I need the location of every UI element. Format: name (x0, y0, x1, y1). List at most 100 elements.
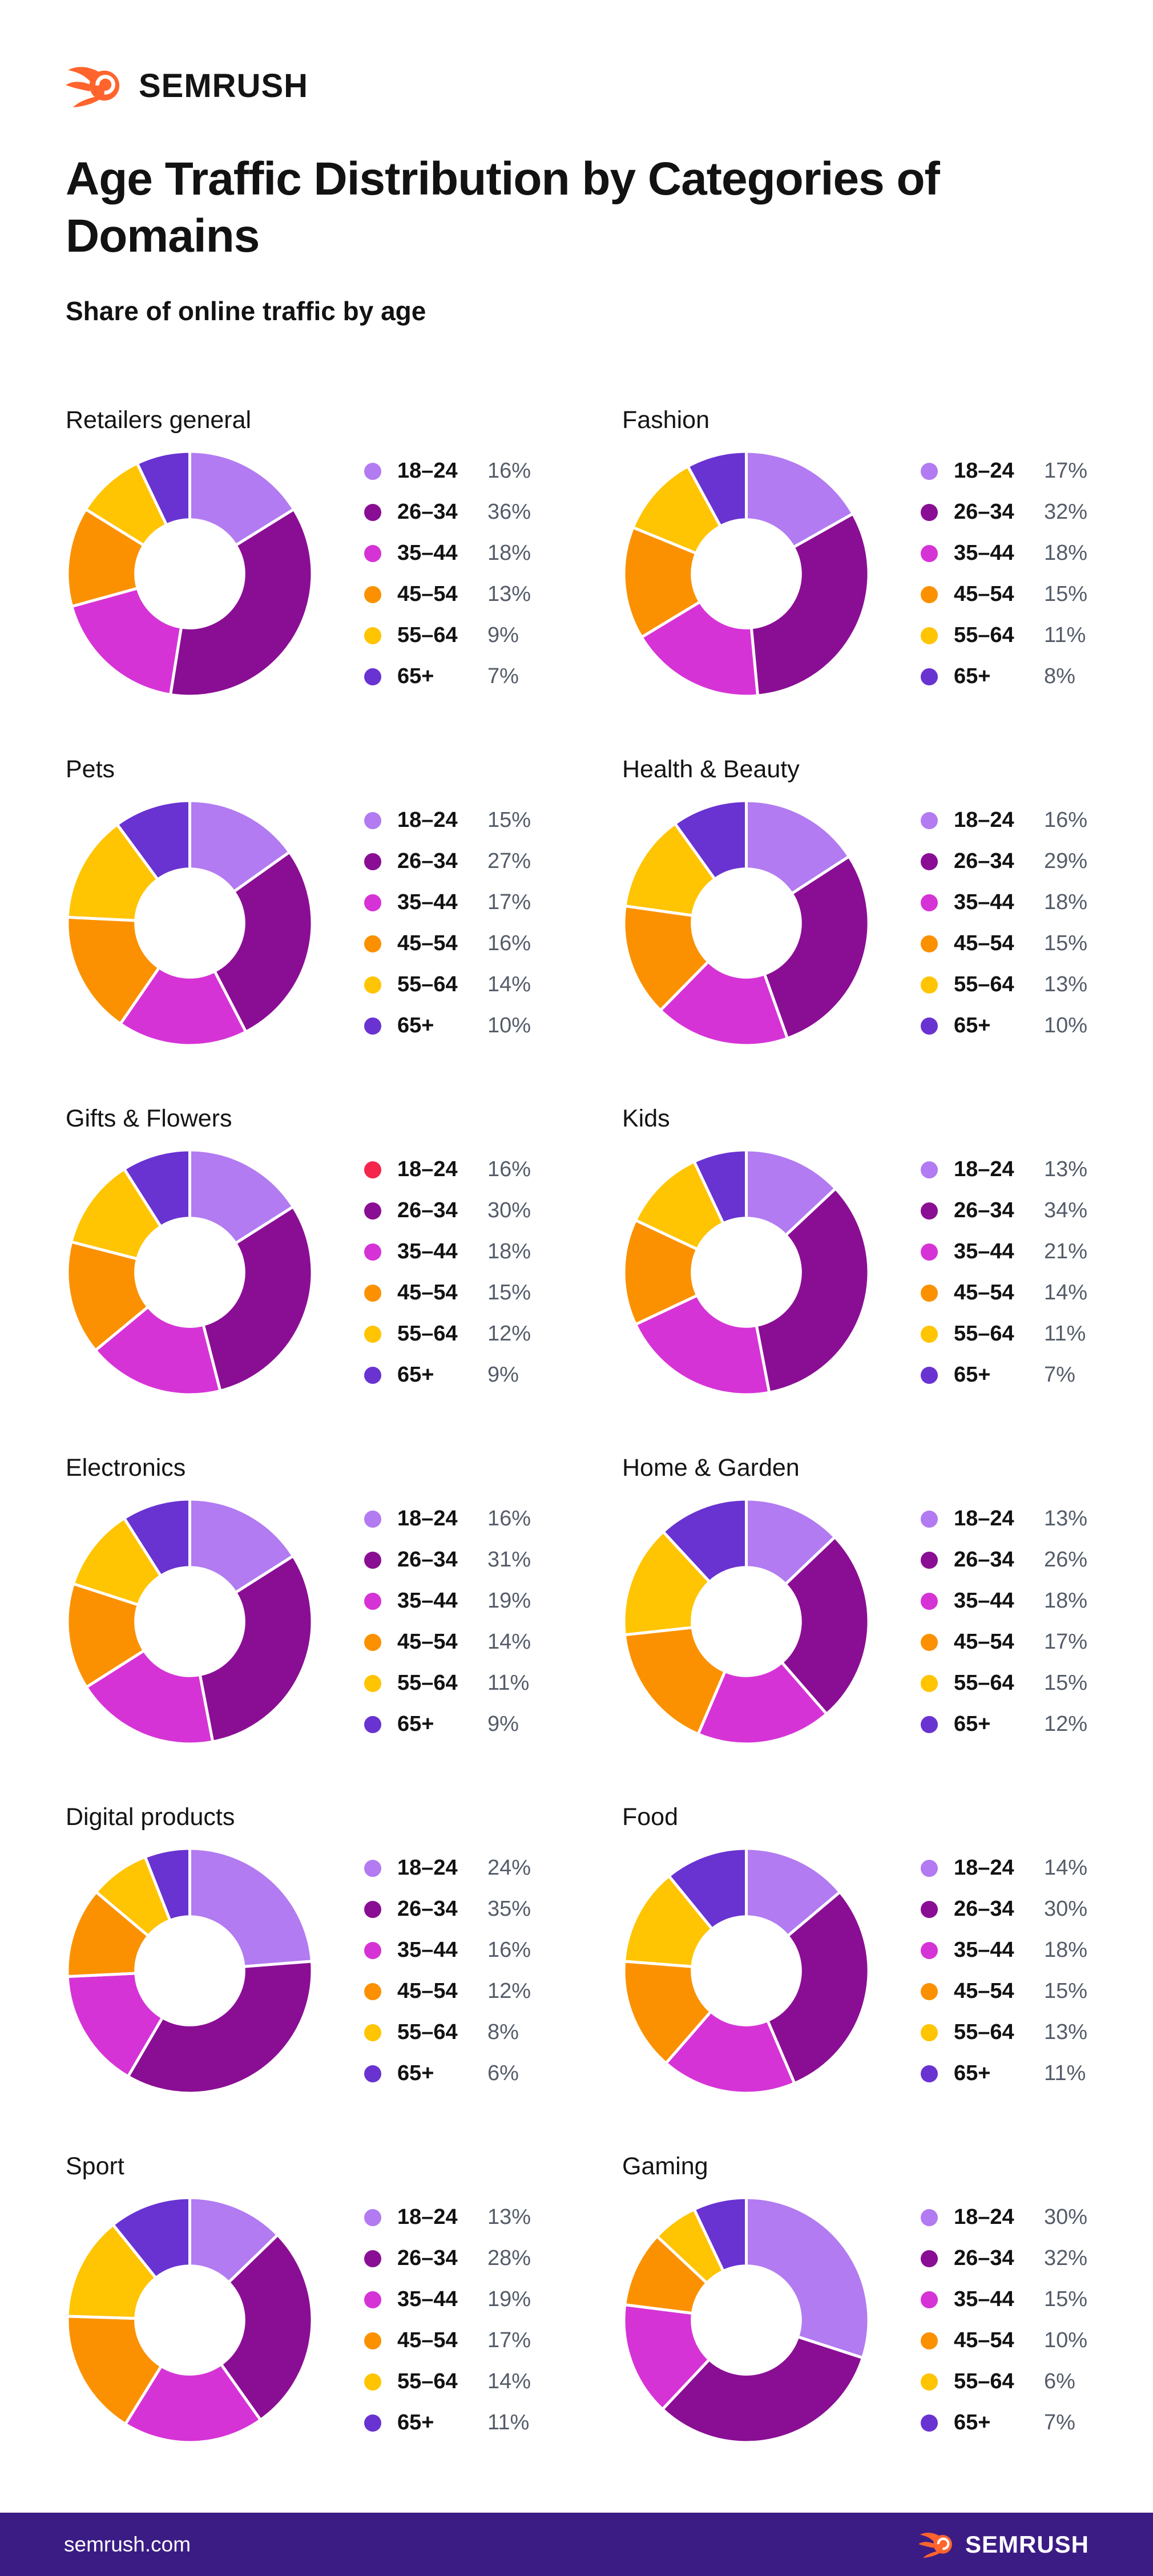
donut-segment (745, 450, 855, 550)
donut-segment (66, 2315, 164, 2426)
legend-age-label: 35–44 (954, 541, 1014, 566)
legend-share-value: 16% (487, 459, 531, 483)
legend-dot-icon (364, 1633, 381, 1651)
legend-share-value: 14% (1044, 1856, 1088, 1880)
legend-item: 35–44 15% (921, 2287, 1087, 2311)
donut-segment (66, 915, 162, 1026)
legend: 18–24 15% 26–34 27% 35–44 17% 45–54 16% 55–64 14%… (364, 808, 531, 1037)
donut-segment (198, 1554, 314, 1744)
donut-segment (188, 1148, 296, 1246)
chart-row: 18–24 13% 26–34 28% 35–44 19% 45–54 17% 55–64 14%… (66, 2196, 622, 2444)
chart-title: Gifts & Flowers (66, 1105, 232, 1133)
chart-row: 18–24 13% 26–34 26% 35–44 18% 45–54 17% 55–64 15%… (622, 1497, 1104, 1746)
legend-age-label: 35–44 (397, 2287, 458, 2312)
legend-dot-icon (364, 627, 381, 644)
chart-row: 18–24 30% 26–34 32% 35–44 15% 45–54 10% 55–64 6% 6… (622, 2196, 1104, 2444)
legend-item: 26–34 35% (364, 1897, 531, 1921)
legend-share-value: 19% (487, 2287, 531, 2312)
legend-age-label: 65+ (397, 664, 434, 689)
page-subtitle: Share of online traffic by age (66, 296, 426, 326)
legend: 18–24 24% 26–34 35% 35–44 16% 45–54 12% 55–64 8% 6… (364, 1856, 531, 2086)
legend-age-label: 55–64 (397, 1671, 458, 1695)
legend-item: 55–64 12% (364, 1322, 531, 1346)
chart-title: Digital products (66, 1803, 235, 1831)
chart-block: Retailers general 18–24 16% 26–34 36% 35–44 1… (66, 406, 622, 698)
chart-title: Retailers general (66, 406, 252, 434)
legend-item: 26–34 27% (364, 849, 531, 873)
legend-share-value: 14% (487, 2369, 531, 2394)
legend-dot-icon (364, 586, 381, 603)
legend-age-label: 18–24 (954, 459, 1014, 483)
donut-segment (692, 1148, 748, 1226)
legend-share-value: 15% (487, 1281, 531, 1305)
chart-row: 18–24 24% 26–34 35% 35–44 16% 45–54 12% 55–64 8% 6… (66, 1847, 622, 2095)
legend-age-label: 26–34 (954, 1897, 1014, 1921)
legend-age-label: 45–54 (954, 2328, 1014, 2353)
legend-share-value: 17% (487, 2328, 531, 2353)
legend-age-label: 55–64 (397, 2369, 458, 2394)
donut-segment (212, 850, 314, 1034)
legend-dot-icon (921, 1161, 938, 1178)
footer-site-link[interactable]: semrush.com (64, 2532, 191, 2556)
donut-segment (122, 1497, 191, 1578)
legend-share-value: 13% (1044, 1507, 1088, 1531)
legend-dot-icon (364, 503, 381, 521)
legend-age-label: 55–64 (954, 2369, 1014, 2394)
legend-dot-icon (921, 1859, 938, 1877)
legend-dot-icon (364, 544, 381, 562)
legend-share-value: 18% (1044, 1589, 1088, 1613)
donut-segment (745, 1847, 842, 1939)
legend-age-label: 35–44 (397, 1589, 458, 1613)
legend-age-label: 26–34 (954, 2246, 1014, 2271)
chart-block: Electronics 18–24 16% 26–34 31% 35–44 19% 45–5… (66, 1454, 622, 1746)
legend-share-value: 11% (1044, 1322, 1086, 1346)
legend-dot-icon (921, 1366, 938, 1384)
donut-chart (66, 1497, 314, 1746)
legend-dot-icon (364, 976, 381, 994)
chart-row: 18–24 16% 26–34 29% 35–44 18% 45–54 15% 55–64 13%… (622, 799, 1104, 1047)
legend-item: 55–64 15% (921, 1671, 1087, 1695)
legend-dot-icon (921, 2065, 938, 2082)
legend-share-value: 34% (1044, 1198, 1088, 1223)
legend-share-value: 15% (1044, 582, 1088, 607)
legend-dot-icon (364, 1510, 381, 1528)
donut-segment (66, 1889, 151, 1979)
chart-title: Food (622, 1803, 679, 1831)
legend-share-value: 16% (487, 1157, 531, 1182)
legend-item: 26–34 30% (921, 1897, 1087, 1921)
donut-segment (686, 450, 748, 528)
legend-dot-icon (921, 2332, 938, 2349)
legend-dot-icon (364, 2024, 381, 2041)
legend-item: 55–64 11% (921, 1322, 1087, 1346)
legend: 18–24 13% 26–34 34% 35–44 21% 45–54 14% 55–64 11%… (921, 1157, 1088, 1387)
donut-segment (168, 507, 314, 698)
semrush-logo: SEMRUSH (66, 58, 1153, 113)
donut-chart (66, 1148, 314, 1396)
donut-segment (66, 1240, 150, 1352)
legend-share-value: 13% (1044, 2020, 1088, 2045)
donut-segment (122, 1148, 191, 1229)
legend-item: 65+ 7% (364, 664, 531, 689)
legend-share-value: 11% (487, 1671, 530, 1695)
donut-segment (622, 1874, 715, 1968)
legend-item: 45–54 16% (364, 931, 531, 955)
legend-item: 35–44 19% (364, 1589, 531, 1613)
legend-dot-icon (364, 1284, 381, 1302)
legend-share-value: 30% (487, 1198, 531, 1223)
legend-item: 55–64 13% (921, 972, 1087, 996)
legend-dot-icon (921, 976, 938, 994)
legend-share-value: 18% (487, 1239, 531, 1264)
donut-segment (639, 600, 760, 698)
legend-item: 26–34 26% (921, 1548, 1087, 1572)
legend-age-label: 35–44 (397, 541, 458, 566)
legend-share-value: 18% (1044, 890, 1088, 915)
legend: 18–24 16% 26–34 29% 35–44 18% 45–54 15% 55–64 13%… (921, 808, 1088, 1037)
legend-age-label: 18–24 (954, 808, 1014, 833)
legend-dot-icon (921, 668, 938, 685)
legend-item: 18–24 13% (364, 2205, 531, 2229)
legend-dot-icon (921, 2024, 938, 2041)
legend-age-label: 18–24 (397, 1856, 458, 1880)
legend-dot-icon (364, 2250, 381, 2267)
legend-age-label: 55–64 (397, 972, 458, 997)
legend-share-value: 6% (487, 2061, 519, 2086)
